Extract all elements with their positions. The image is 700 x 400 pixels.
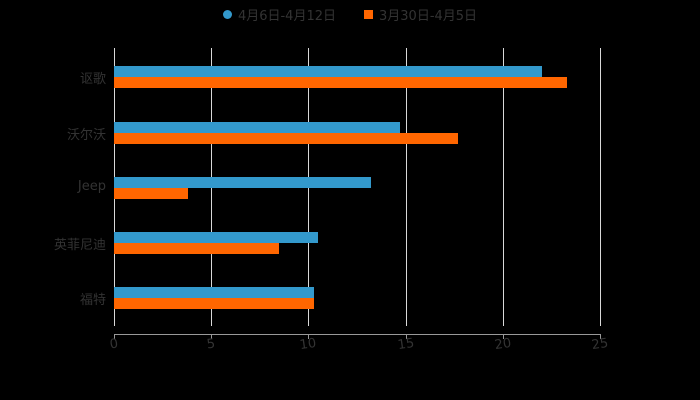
bar-current-week[interactable] — [114, 122, 400, 133]
bar-previous-week[interactable] — [114, 188, 188, 199]
x-tick — [308, 334, 310, 339]
legend-circle-icon — [222, 9, 232, 19]
category-label: 沃尔沃 — [66, 128, 106, 143]
gridline — [502, 48, 504, 326]
gridline — [405, 48, 407, 326]
x-tick — [405, 334, 407, 339]
legend-label: 4月6日-4月12日 — [237, 8, 336, 24]
bar-previous-week[interactable] — [114, 243, 280, 254]
legend-square-icon — [364, 9, 373, 19]
x-tick-label: 20 — [493, 335, 513, 354]
bar-current-week[interactable] — [114, 66, 542, 77]
x-tick-label: 15 — [396, 335, 415, 354]
x-tick-label: 25 — [590, 335, 610, 354]
x-tick-label: 5 — [206, 336, 217, 353]
bar-current-week[interactable] — [114, 232, 319, 243]
x-tick-label: 0 — [108, 336, 120, 353]
plot-area — [114, 48, 601, 326]
x-tick — [600, 334, 601, 339]
x-axis-line — [114, 334, 600, 335]
legend-label: 3月30日-4月5日 — [379, 8, 478, 24]
x-tick — [114, 334, 115, 339]
bar-previous-week[interactable] — [114, 298, 315, 309]
category-label: 福特 — [79, 293, 106, 308]
bar-current-week[interactable] — [114, 287, 315, 298]
bar-previous-week[interactable] — [114, 77, 567, 88]
chart-legend: 4月6日-4月12日 3月30日-4月5日 — [0, 4, 700, 24]
category-label: 英菲尼迪 — [53, 238, 106, 253]
gridline — [600, 48, 601, 326]
x-tick — [502, 334, 504, 339]
legend-item-series-2[interactable]: 3月30日-4月5日 — [364, 4, 477, 24]
bar-previous-week[interactable] — [114, 133, 459, 144]
x-tick — [211, 334, 213, 339]
category-label: Jeep — [77, 179, 106, 194]
legend-item-series-1[interactable]: 4月6日-4月12日 — [222, 4, 336, 24]
category-label: 讴歌 — [79, 72, 106, 87]
bar-current-week[interactable] — [114, 177, 371, 188]
x-tick-label: 10 — [299, 335, 318, 354]
